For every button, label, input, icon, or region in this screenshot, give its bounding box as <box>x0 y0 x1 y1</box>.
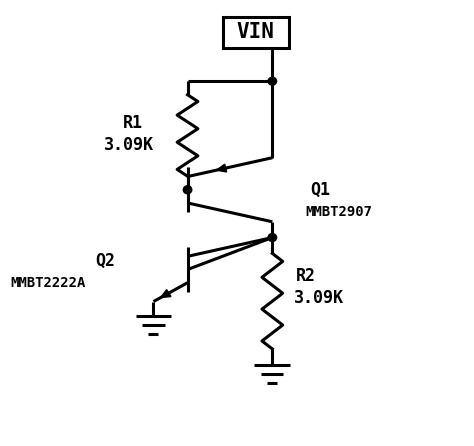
Text: VIN: VIN <box>237 22 275 42</box>
Text: R2: R2 <box>296 267 316 285</box>
Circle shape <box>268 77 277 85</box>
Text: MMBT2907: MMBT2907 <box>305 205 373 219</box>
Polygon shape <box>161 289 171 297</box>
Text: MMBT2222A: MMBT2222A <box>11 276 86 290</box>
Circle shape <box>183 186 192 194</box>
Text: Q2: Q2 <box>96 252 116 270</box>
FancyBboxPatch shape <box>223 17 289 48</box>
Text: Q1: Q1 <box>310 181 330 199</box>
Text: 3.09K: 3.09K <box>293 289 344 307</box>
Circle shape <box>268 234 277 241</box>
Text: 3.09K: 3.09K <box>104 136 154 154</box>
Polygon shape <box>217 164 227 172</box>
Text: R1: R1 <box>123 114 143 132</box>
